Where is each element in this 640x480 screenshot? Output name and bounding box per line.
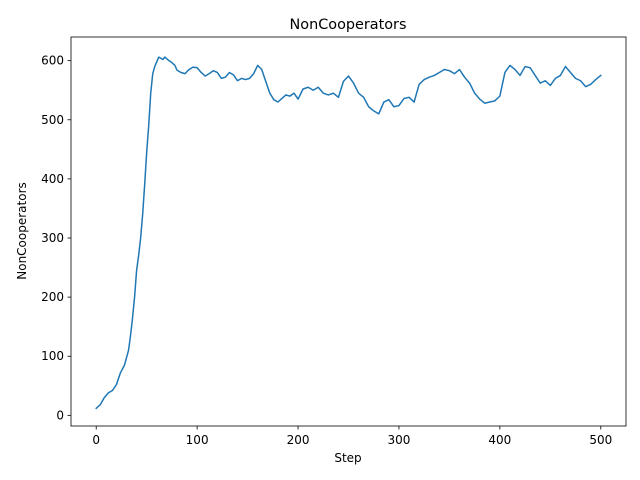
x-tick-label: 300 xyxy=(388,433,411,447)
x-tick-label: 200 xyxy=(287,433,310,447)
y-tick-label: 500 xyxy=(41,113,64,127)
series-line-noncooperators xyxy=(95,56,602,410)
y-tick-label: 600 xyxy=(41,54,64,68)
y-tick-label: 100 xyxy=(41,349,64,363)
x-axis-ticks: 0 100 200 300 400 500 xyxy=(92,426,612,447)
x-tick-label: 100 xyxy=(186,433,209,447)
y-tick-label: 200 xyxy=(41,290,64,304)
plot-frame xyxy=(70,36,627,427)
x-axis-label: Step xyxy=(334,451,361,465)
x-tick-label: 400 xyxy=(488,433,511,447)
x-tick-label: 0 xyxy=(92,433,100,447)
y-axis-label: NonCooperators xyxy=(15,182,29,280)
chart-title: NonCooperators xyxy=(290,17,407,33)
y-axis-ticks: 0 100 200 300 400 500 600 xyxy=(41,54,71,422)
x-tick-label: 500 xyxy=(589,433,612,447)
y-tick-label: 400 xyxy=(41,172,64,186)
y-tick-label: 0 xyxy=(56,408,64,422)
y-tick-label: 300 xyxy=(41,231,64,245)
